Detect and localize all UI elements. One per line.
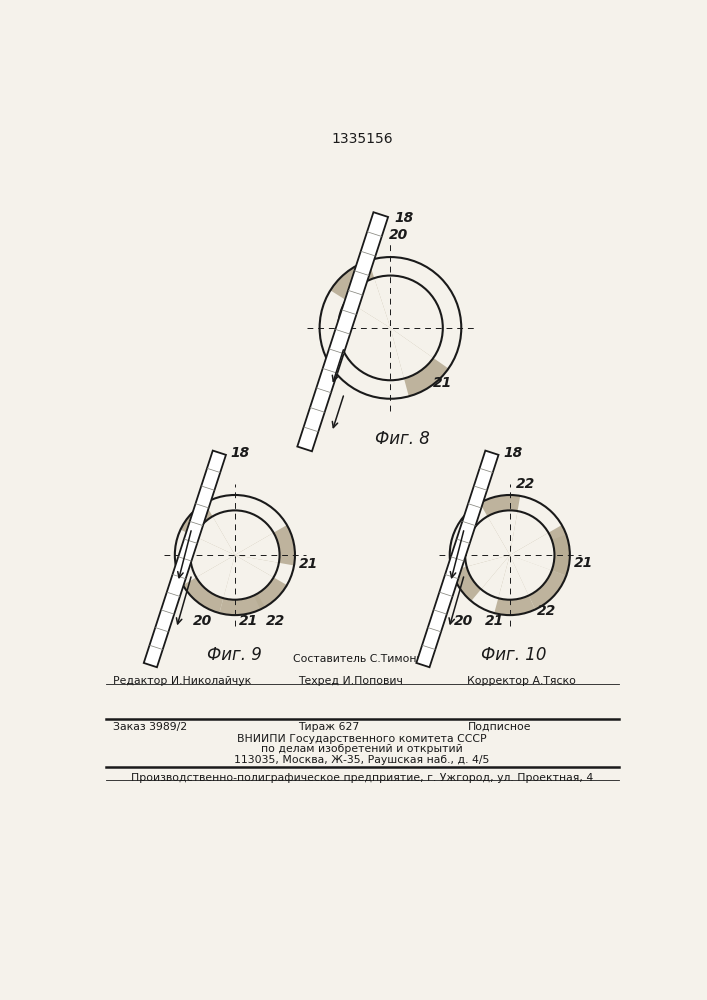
Text: 21: 21 [485, 614, 504, 628]
Wedge shape [235, 555, 287, 609]
Wedge shape [480, 495, 520, 555]
Polygon shape [416, 451, 498, 667]
Wedge shape [183, 555, 235, 613]
Wedge shape [494, 555, 535, 615]
Text: 21: 21 [573, 556, 593, 570]
Wedge shape [235, 533, 279, 563]
Text: 22: 22 [537, 604, 556, 618]
Text: Фиг. 9: Фиг. 9 [207, 646, 262, 664]
Text: Производственно-полиграфическое предприятие, г. Ужгород, ул. Проектная, 4: Производственно-полиграфическое предприя… [131, 773, 593, 783]
Text: Редактор И.Николайчук: Редактор И.Николайчук [113, 676, 252, 686]
Text: Корректор А.Тяско: Корректор А.Тяско [467, 676, 576, 686]
Wedge shape [467, 555, 510, 589]
Wedge shape [180, 503, 235, 555]
Text: 22: 22 [266, 614, 285, 628]
Text: Фиг. 10: Фиг. 10 [481, 646, 547, 664]
Text: 1335156: 1335156 [331, 132, 393, 146]
Text: 20: 20 [192, 614, 212, 628]
Wedge shape [510, 555, 566, 609]
Text: Заказ 3989/2: Заказ 3989/2 [113, 722, 187, 732]
Wedge shape [346, 278, 390, 328]
Text: 22: 22 [515, 477, 534, 491]
Wedge shape [510, 525, 570, 576]
Text: 18: 18 [231, 446, 250, 460]
Wedge shape [510, 555, 551, 596]
Text: ВНИИПИ Государственного комитета СССР: ВНИИПИ Государственного комитета СССР [237, 734, 486, 744]
Text: 20: 20 [455, 614, 474, 628]
Text: Фиг. 8: Фиг. 8 [375, 430, 429, 448]
Text: Тираж 627: Тираж 627 [298, 722, 359, 732]
Text: 18: 18 [503, 446, 522, 460]
Wedge shape [510, 533, 554, 570]
Text: по делам изобретений и открытий: по делам изобретений и открытий [261, 744, 463, 754]
Wedge shape [219, 555, 265, 615]
Wedge shape [330, 261, 390, 328]
Wedge shape [197, 555, 235, 598]
Wedge shape [487, 510, 518, 555]
Wedge shape [235, 555, 274, 596]
Wedge shape [510, 535, 570, 576]
Text: 113035, Москва, Ж-35, Раушская наб., д. 4/5: 113035, Москва, Ж-35, Раушская наб., д. … [234, 755, 490, 765]
Wedge shape [390, 328, 433, 378]
Polygon shape [298, 212, 388, 451]
Text: Подписное: Подписное [467, 722, 531, 732]
Polygon shape [144, 451, 226, 667]
Wedge shape [390, 328, 448, 396]
Wedge shape [235, 525, 295, 565]
Wedge shape [498, 555, 529, 600]
Text: 20: 20 [389, 228, 408, 242]
Text: Техред И.Попович: Техред И.Попович [298, 676, 403, 686]
Wedge shape [194, 516, 235, 555]
Text: 21: 21 [433, 376, 452, 390]
Wedge shape [452, 555, 510, 601]
Wedge shape [223, 555, 257, 600]
Text: Составитель С.Тимонин: Составитель С.Тимонин [293, 654, 431, 664]
Text: 21: 21 [299, 557, 318, 571]
Wedge shape [510, 540, 554, 570]
Text: 18: 18 [395, 211, 414, 225]
Text: 21: 21 [239, 614, 258, 628]
